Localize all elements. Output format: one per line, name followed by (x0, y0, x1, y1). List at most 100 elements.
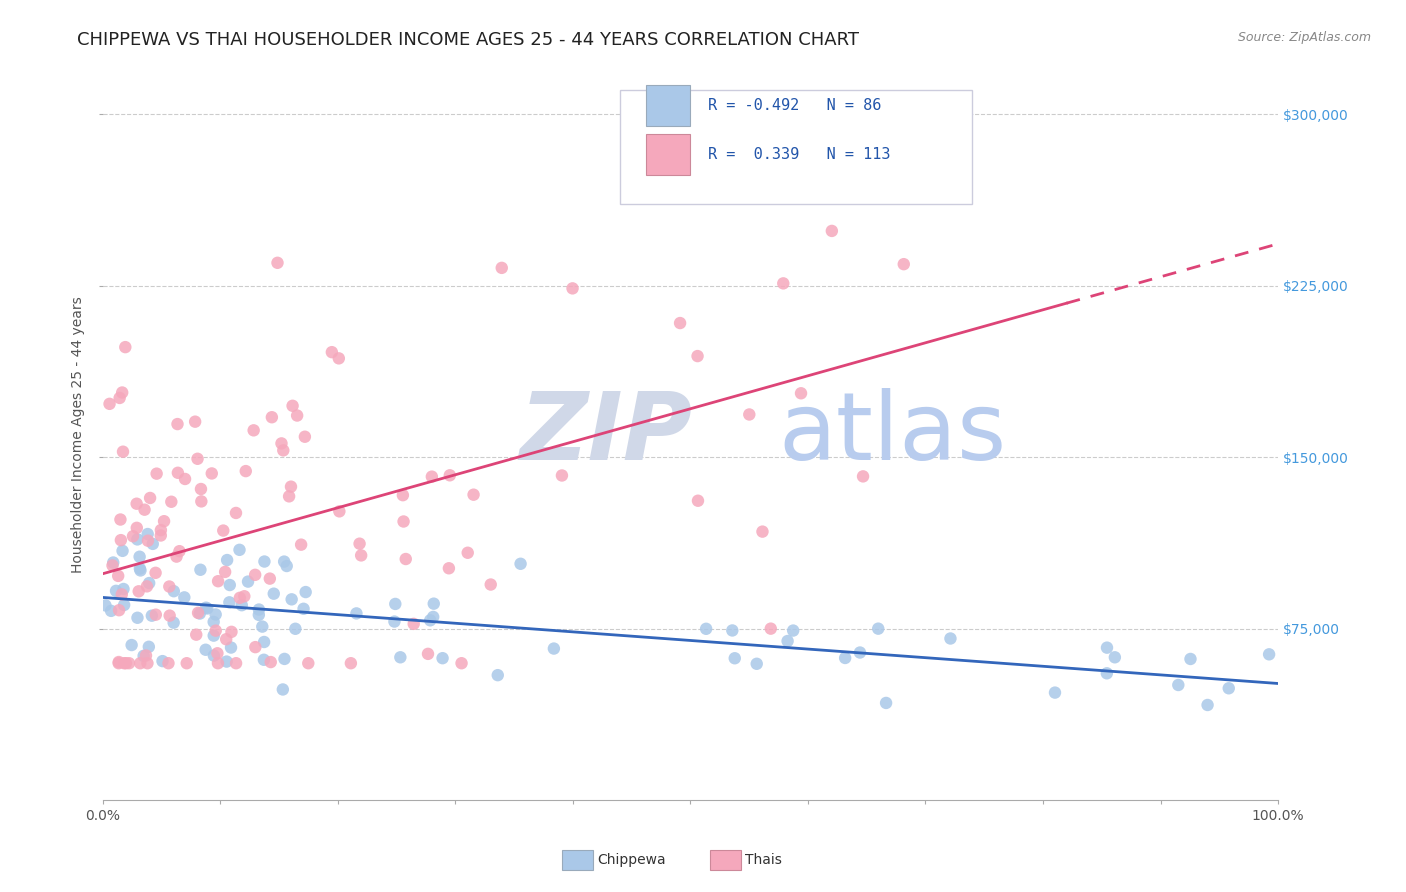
Point (138, 640, 160, 654)
Point (125, 497, 148, 511)
Point (266, 256, 288, 270)
Point (280, 480, 302, 494)
Point (136, 527, 159, 541)
Point (218, 595, 240, 609)
Point (176, 657, 198, 671)
Point (107, 657, 129, 671)
Point (105, 583, 128, 598)
Point (129, 657, 152, 671)
Point (231, 598, 253, 612)
Point (145, 607, 167, 622)
Point (782, 624, 804, 638)
Point (392, 488, 415, 502)
Point (392, 515, 415, 529)
Point (173, 591, 195, 605)
Point (422, 597, 444, 611)
Point (270, 436, 292, 450)
Point (111, 544, 134, 558)
Point (167, 466, 190, 480)
Point (141, 608, 163, 623)
Point (121, 638, 143, 652)
Point (260, 410, 283, 425)
Point (868, 622, 890, 636)
Point (108, 603, 131, 617)
Text: R =  0.339   N = 113: R = 0.339 N = 113 (709, 147, 890, 162)
Point (201, 467, 224, 481)
Point (195, 601, 218, 615)
Point (276, 559, 298, 574)
Point (721, 624, 744, 638)
Point (457, 546, 479, 560)
Point (125, 521, 148, 535)
Point (142, 537, 165, 551)
Point (346, 607, 368, 621)
Point (235, 464, 257, 478)
Point (807, 187, 830, 202)
Point (194, 642, 217, 657)
Point (195, 600, 218, 615)
Text: CHIPPEWA VS THAI HOUSEHOLDER INCOME AGES 25 - 44 YEARS CORRELATION CHART: CHIPPEWA VS THAI HOUSEHOLDER INCOME AGES… (77, 31, 859, 49)
Point (204, 624, 226, 638)
Point (149, 528, 172, 542)
Point (349, 536, 371, 550)
Point (217, 553, 239, 567)
Point (245, 640, 267, 654)
Point (273, 652, 295, 666)
Point (437, 561, 460, 575)
Point (107, 655, 129, 669)
Point (479, 577, 502, 591)
Point (1095, 640, 1118, 655)
Point (110, 533, 132, 548)
Point (108, 391, 131, 405)
Text: Source: ZipAtlas.com: Source: ZipAtlas.com (1237, 31, 1371, 45)
Point (187, 606, 209, 620)
Point (273, 555, 295, 569)
Point (118, 657, 141, 671)
Point (724, 651, 747, 665)
Point (225, 506, 247, 520)
Point (350, 549, 373, 563)
Point (160, 495, 183, 509)
Point (328, 504, 350, 518)
Point (184, 415, 207, 429)
Point (127, 533, 149, 547)
Point (745, 657, 768, 671)
Point (207, 574, 229, 589)
Point (228, 542, 250, 557)
Point (321, 345, 343, 359)
Point (420, 469, 443, 483)
Point (551, 468, 574, 483)
Point (1218, 681, 1240, 696)
Point (242, 423, 264, 437)
Point (215, 655, 238, 669)
Point (229, 591, 252, 605)
Point (294, 430, 316, 444)
Point (284, 622, 307, 636)
Point (215, 632, 238, 647)
Point (207, 657, 229, 671)
Point (149, 523, 172, 537)
Point (187, 451, 209, 466)
Point (893, 257, 915, 271)
Point (169, 544, 191, 558)
Point (112, 657, 135, 671)
Point (852, 469, 875, 483)
Point (939, 632, 962, 646)
Point (166, 549, 188, 564)
Point (138, 576, 160, 591)
Point (1043, 685, 1066, 699)
Point (132, 648, 155, 663)
Point (219, 640, 242, 655)
Point (188, 607, 211, 621)
Point (1095, 666, 1118, 681)
Point (790, 386, 813, 401)
Point (127, 611, 149, 625)
Point (129, 564, 152, 578)
Point (271, 443, 294, 458)
Point (290, 538, 312, 552)
Point (111, 587, 134, 601)
Point (776, 634, 799, 648)
Point (669, 316, 692, 330)
Point (128, 549, 150, 564)
Point (212, 524, 235, 538)
